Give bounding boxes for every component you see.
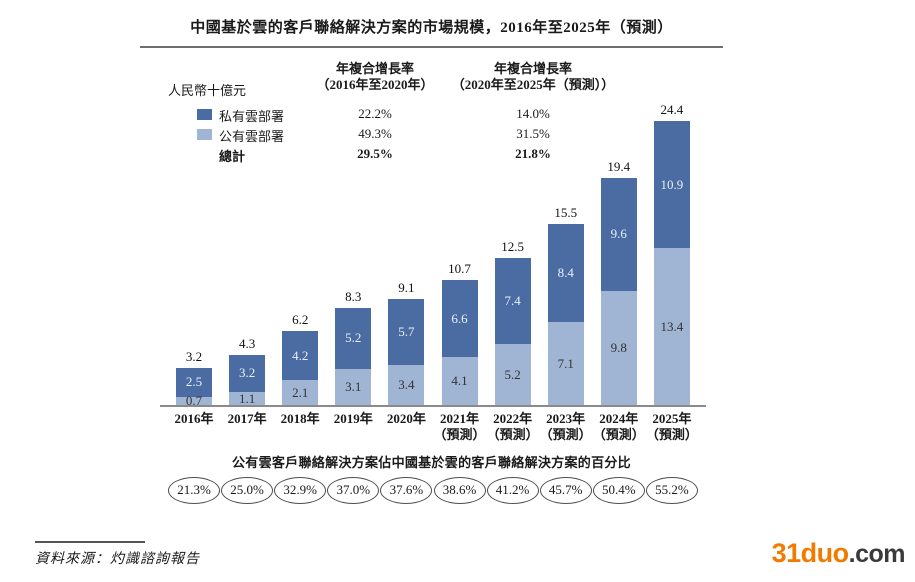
x-axis-label: 2024年 （預測）: [592, 411, 645, 442]
bar-segment-public: 13.4: [653, 248, 690, 405]
cagr-value: 21.8%: [515, 146, 551, 161]
x-axis-label: 2019年: [333, 411, 373, 426]
bar-total-label: 12.5: [501, 238, 524, 254]
legend-label: 總計: [219, 149, 246, 164]
bar-segment-private: 5.2: [335, 308, 372, 369]
public-share-oval: 37.6%: [380, 477, 433, 504]
bar-segment-private: 9.6: [600, 178, 637, 291]
x-axis-label: 2021年 （預測）: [433, 411, 486, 442]
y-axis-unit-label: 人民幣十億元: [168, 83, 247, 98]
public-share-oval: 41.2%: [486, 477, 539, 504]
x-axis-label: 2020年: [386, 411, 426, 426]
cagr-value: 22.2%: [358, 106, 392, 121]
bar-segment-private: 3.2: [229, 354, 266, 393]
bar-segment-private: 10.9: [653, 121, 690, 249]
public-share-oval: 55.2%: [645, 477, 698, 504]
legend-row-public-cloud: 公有雲部署 49.3% 31.5%: [0, 126, 915, 144]
bar-2023年: 15.5 8.4 7.1: [547, 204, 584, 405]
chart-title: 中國基於雲的客戶聯絡解決方案的市場規模，2016年至2025年（預測）: [190, 20, 673, 36]
bar-total-label: 15.5: [554, 204, 578, 220]
x-axis-labels: 2016年 2017年 2018年 2019年 2020年 2021年 （預測） 2022年（…: [163, 411, 703, 447]
x-axis-label: 2022年 （預測）: [486, 411, 539, 442]
bar-segment-private: 4.2: [282, 331, 319, 381]
cagr-value: 31.5%: [516, 126, 550, 141]
bar-segment-public: 2.1: [282, 380, 319, 405]
bar-2018年: 6.2 4.2 2.1: [282, 312, 319, 405]
bar-2017年: 4.3 3.2 1.1: [229, 335, 266, 406]
bar-2024年: 19.4 9.6 9.8: [600, 159, 637, 405]
bar-2020年: 9.1 5.7 3.4: [388, 279, 425, 405]
title-underline: [140, 46, 723, 48]
bar-segment-private: 2.5: [176, 367, 212, 397]
watermark-suffix: .com: [848, 540, 906, 568]
legend-label: 私有雲部署: [219, 109, 285, 124]
bar-2019年: 8.3 5.2 3.1: [335, 289, 372, 405]
cagr-value: 14.0%: [516, 106, 550, 121]
bar-segment-public: 0.7: [176, 393, 212, 408]
bar-total-label: 19.4: [607, 159, 631, 175]
bar-segment-public: 1.1: [229, 391, 266, 406]
bar-total-label: 10.7: [448, 261, 471, 277]
legend-row-private-cloud: 私有雲部署 22.2% 14.0%: [0, 106, 915, 124]
watermark: 31duo.com: [680, 538, 906, 569]
legend-row-total: 總計 29.5% 21.8%: [0, 146, 915, 164]
public-share-oval: 21.3%: [168, 477, 220, 504]
public-cloud-swatch-icon: [197, 129, 212, 140]
bar-chart-plot: 3.2 2.5 0.7 4.3 3.2 1.1 6.2 4.2 2.1 8.3 5.2 3.1 9.1 5…: [163, 98, 703, 408]
bar-segment-public: 4.1: [441, 357, 478, 405]
bar-segment-private: 8.4: [547, 223, 584, 323]
bar-total-label: 4.3: [238, 335, 256, 351]
x-axis-label: 2025年 （預測）: [645, 411, 698, 442]
bar-2016年: 3.2 2.5 0.7: [176, 348, 212, 408]
source-note: 資料來源：灼識諮詢報告: [35, 552, 200, 567]
bar-segment-private: 7.4: [494, 257, 531, 345]
bar-total-label: 6.2: [292, 312, 309, 328]
bar-2021年: 10.7 6.6 4.1: [441, 261, 478, 405]
bar-segment-public: 5.2: [494, 344, 531, 405]
bar-total-label: 8.3: [345, 289, 362, 305]
cagr-header-2020-2025: 年複合增長率 （2020年至2025年（預測））: [451, 61, 615, 92]
public-share-oval: 38.6%: [433, 477, 486, 504]
public-share-oval: 50.4%: [592, 477, 645, 504]
bar-2025年: 24.4 10.9 13.4: [653, 102, 690, 405]
bar-segment-public: 3.4: [388, 365, 425, 405]
watermark-brand: 31duo: [771, 538, 850, 568]
bar-segment-public: 7.1: [547, 322, 584, 405]
public-share-oval: 25.0%: [221, 477, 274, 504]
bar-2022年: 12.5 7.4 5.2: [494, 238, 531, 405]
bar-total-label: 24.4: [660, 102, 684, 118]
x-axis-label: 2017年: [227, 411, 267, 426]
x-axis-line: [160, 405, 706, 407]
cagr-header-2016-2020: 年複合增長率 （2016年至2020年）: [316, 61, 434, 92]
bar-total-label: 3.2: [185, 348, 203, 364]
bar-segment-private: 5.7: [388, 298, 425, 366]
bar-segment-public: 9.8: [600, 290, 637, 405]
private-cloud-swatch-icon: [197, 109, 212, 120]
x-axis-label: 2016年: [174, 411, 214, 426]
bar-segment-public: 3.1: [335, 368, 372, 405]
legend-label: 公有雲部署: [219, 129, 285, 144]
cagr-value: 29.5%: [357, 146, 393, 161]
bar-segment-private: 6.6: [441, 280, 478, 358]
bar-total-label: 9.1: [398, 279, 415, 295]
public-share-oval: 32.9%: [274, 477, 327, 504]
public-share-oval: 37.0%: [327, 477, 380, 504]
x-axis-label: 2018年: [280, 411, 320, 426]
public-share-caption: 公有雲客戶聯絡解決方案佔中國基於雲的客戶聯絡解決方案的百分比: [231, 455, 631, 470]
source-divider: [35, 541, 145, 543]
cagr-value: 49.3%: [358, 126, 392, 141]
share-ovals: 21.3% 25.0% 32.9% 37.0% 37.6% 38.6% 41.2% 45.7%…: [163, 477, 703, 505]
x-axis-label: 2023年 （預測）: [539, 411, 592, 442]
public-share-oval: 45.7%: [539, 477, 592, 504]
